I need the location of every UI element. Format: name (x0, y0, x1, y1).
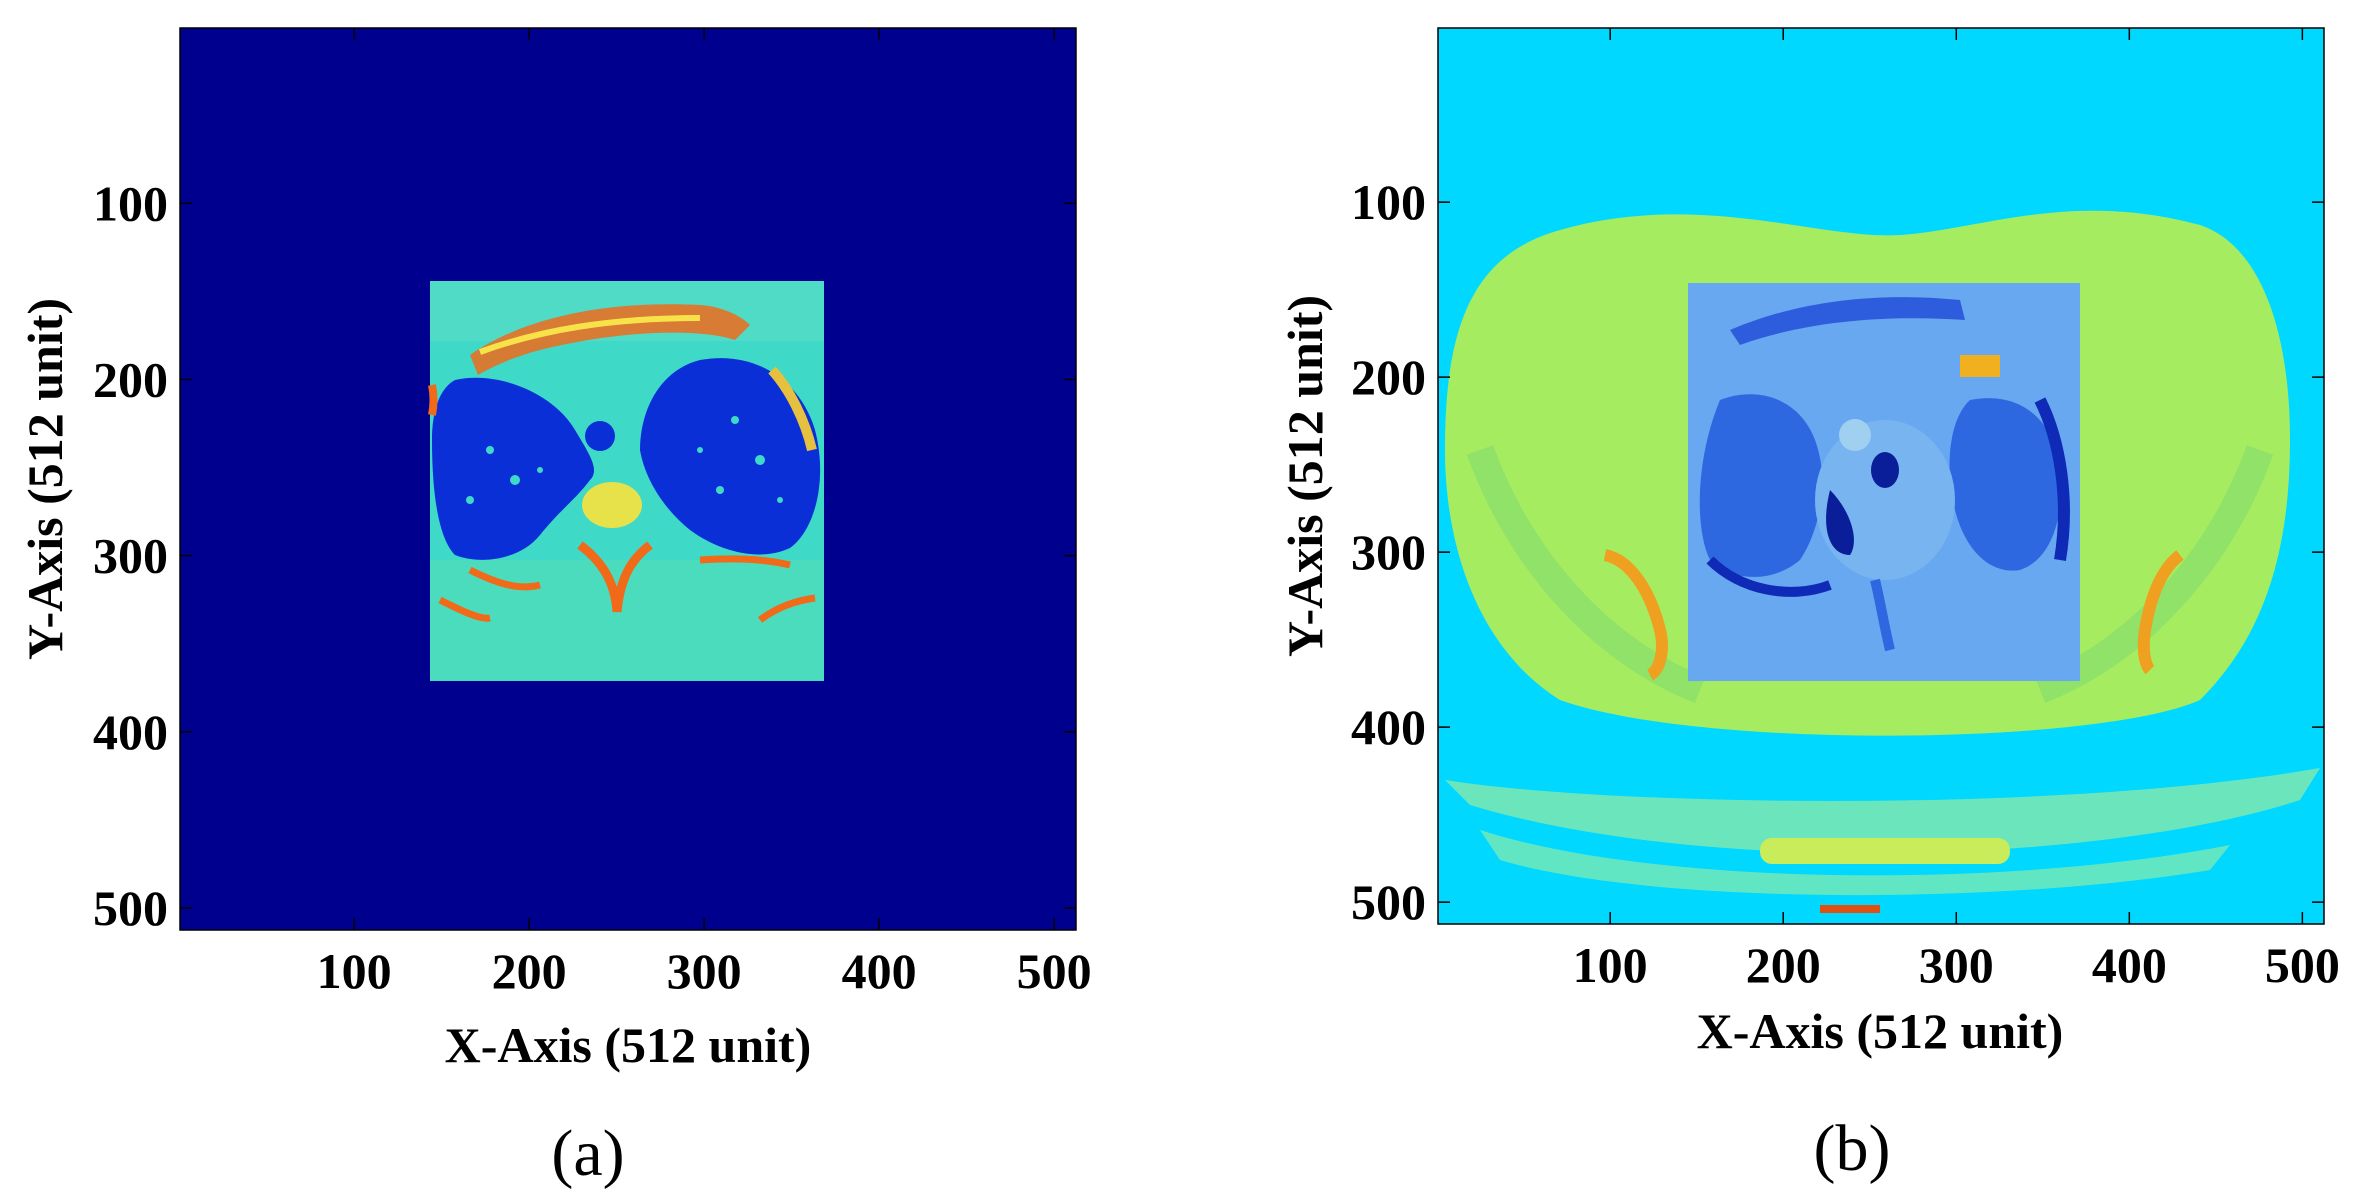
panel-a: 100 200 300 400 500 100 200 300 400 500 X-Axis (5… (17, 27, 1092, 1190)
panel-a-anterior-bone (470, 304, 750, 375)
panel-b-x-tick-label: 500 (2265, 937, 2340, 993)
panel-a-y-axis-label: Y-Axis (512 unit) (17, 298, 73, 660)
panel-a-x-tick-label: 300 (667, 943, 742, 999)
panel-a-inset (428, 281, 824, 681)
panel-a-x-tick-label: 100 (317, 943, 392, 999)
panel-a-y-tick-label: 500 (93, 880, 168, 936)
panel-a-y-tick-label: 300 (93, 528, 168, 584)
panel-a-right-lung (640, 358, 821, 555)
panel-a-x-axis-label: X-Axis (512 unit) (445, 1017, 812, 1073)
panel-a-y-tick-label: 100 (93, 175, 168, 231)
panel-b-y-tick-label: 400 (1351, 699, 1426, 755)
panel-a-x-tick-label: 200 (492, 943, 567, 999)
panel-a-x-tick-label: 500 (1017, 943, 1092, 999)
panel-b-y-tick-label: 300 (1351, 524, 1426, 580)
panel-a-y-tick-label: 200 (93, 351, 168, 407)
panel-b-label: (b) (1814, 1112, 1891, 1185)
panel-a-label: (a) (551, 1117, 624, 1190)
panel-a-y-tick-label: 400 (93, 704, 168, 760)
panel-b-y-axis-label: Y-Axis (512 unit) (1277, 295, 1333, 657)
panel-b-table (1445, 768, 2320, 854)
panel-a-left-lung (432, 377, 595, 560)
panel-b-right-lung (1949, 398, 2061, 571)
panel-a-vertebra (582, 482, 642, 528)
panel-b-left-lung (1699, 394, 1823, 577)
panel-b: 100 200 300 400 500 100 200 300 400 500 X-Axis (5… (1277, 27, 2340, 1185)
panel-a-ticks: 100 200 300 400 500 100 200 300 400 500 (93, 28, 1092, 999)
panel-b-x-tick-label: 200 (1746, 937, 1821, 993)
panel-b-ticks: 100 200 300 400 500 100 200 300 400 500 (1351, 28, 2340, 993)
panel-b-axes-frame (1437, 27, 2325, 925)
panel-a-trachea (585, 421, 615, 451)
panel-b-y-tick-label: 100 (1351, 174, 1426, 230)
panel-b-x-tick-label: 400 (2092, 937, 2167, 993)
panel-b-x-tick-label: 300 (1919, 937, 1994, 993)
panel-b-x-tick-label: 100 (1573, 937, 1648, 993)
panel-b-y-tick-label: 200 (1351, 349, 1426, 405)
panel-b-inset (1688, 283, 2080, 681)
panel-a-axes-frame (179, 27, 1077, 931)
panel-a-x-tick-label: 400 (842, 943, 917, 999)
panel-b-y-tick-label: 500 (1351, 874, 1426, 930)
panel-b-x-axis-label: X-Axis (512 unit) (1697, 1003, 2064, 1059)
